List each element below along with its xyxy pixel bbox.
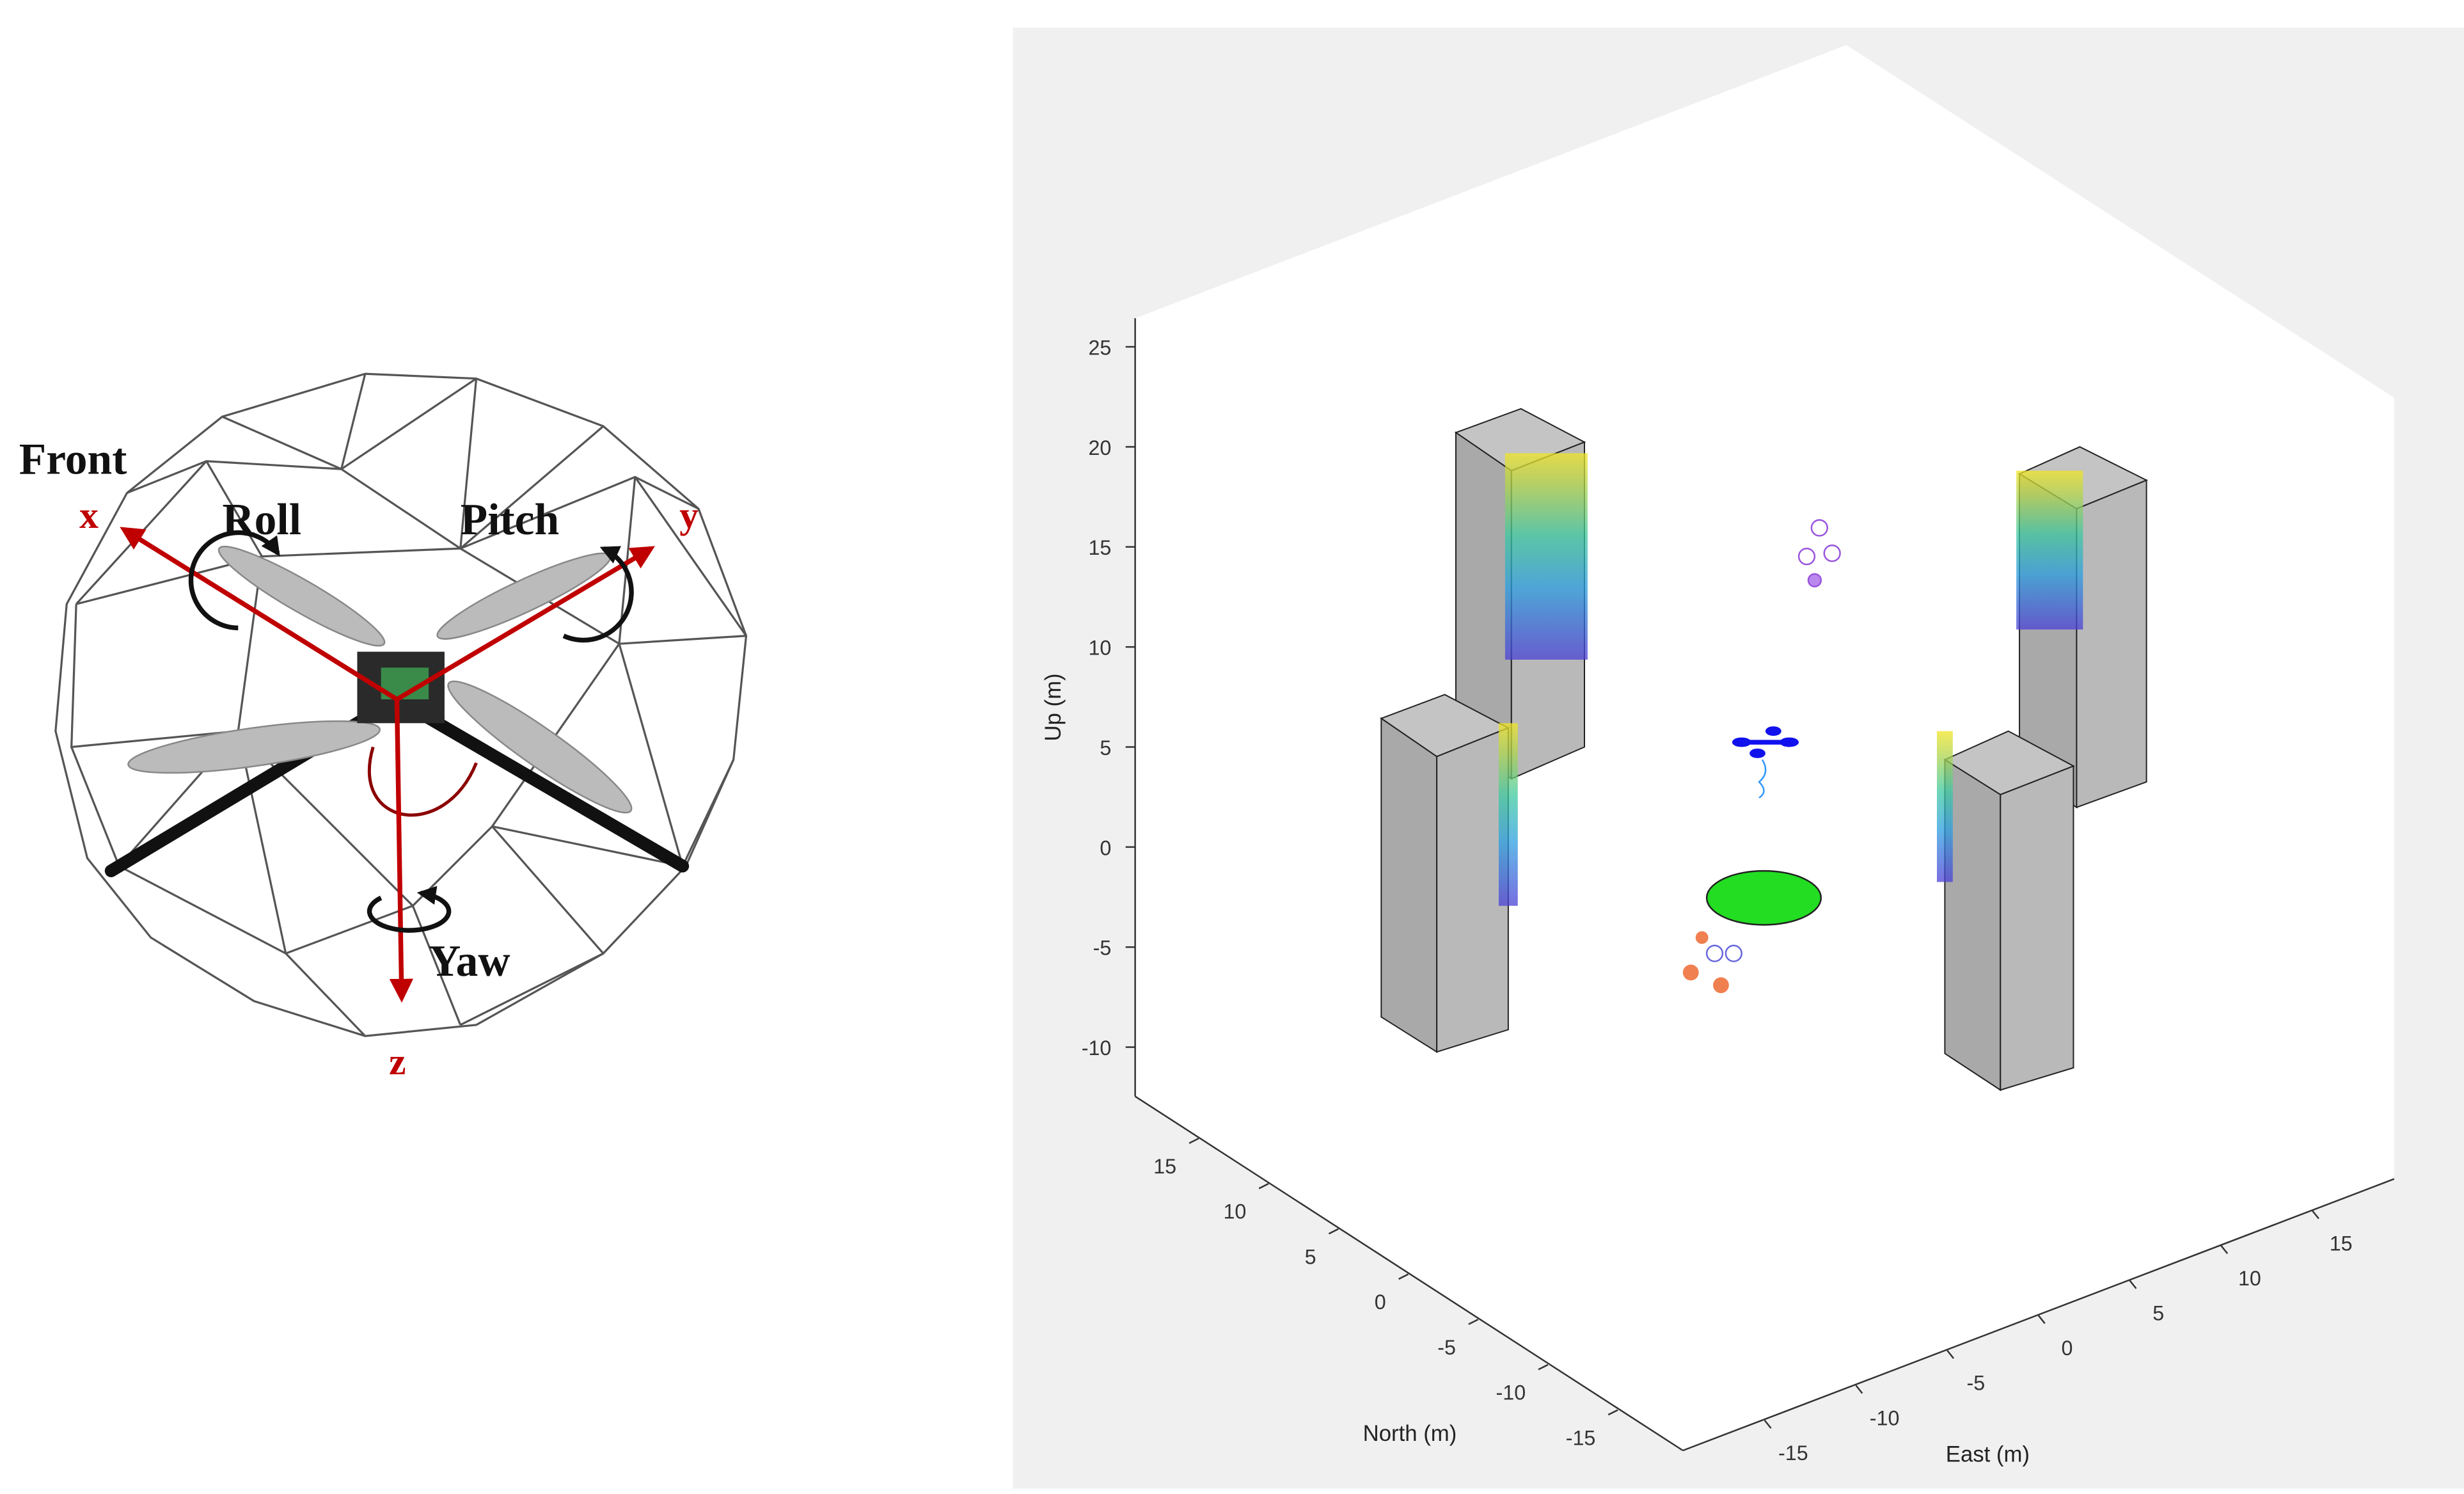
north-tick [1398, 1273, 1409, 1280]
east-tick [1855, 1385, 1863, 1394]
up-tick-label: -10 [1082, 1037, 1112, 1060]
yaw-label: Yaw [429, 937, 510, 986]
drone-blue [1732, 726, 1799, 758]
north-tick [1189, 1138, 1199, 1144]
north-tick-label: 5 [1305, 1245, 1316, 1268]
north-axis-label: North (m) [1363, 1422, 1457, 1446]
up-tick-label: 0 [1100, 836, 1111, 859]
up-tick-label: 5 [1100, 736, 1111, 759]
east-axis-label: East (m) [1946, 1442, 2030, 1466]
east-tick [1764, 1420, 1772, 1429]
east-tick-label: 5 [2152, 1301, 2164, 1324]
east-tick [2037, 1315, 2046, 1324]
drone-purple [1797, 519, 1841, 588]
north-tick [1258, 1182, 1269, 1189]
x-axis-label: x [79, 494, 99, 536]
east-tick-label: -5 [1966, 1372, 1985, 1395]
east-tick [2220, 1245, 2229, 1255]
up-axis-label: Up (m) [1041, 673, 1066, 741]
north-tick-label: -10 [1496, 1381, 1526, 1404]
plot-3d: Up (m) North (m) East (m) 25 20 15 10 5 0 -5 -1… [1013, 28, 2464, 1489]
front-label: Front [19, 435, 127, 484]
up-tick-label: 10 [1088, 637, 1111, 660]
z-axis-label: z [389, 1040, 406, 1083]
y-axis-label: y [679, 494, 699, 536]
east-tick-label: -15 [1778, 1442, 1808, 1465]
up-tick-label: 20 [1088, 436, 1111, 459]
east-tick [1947, 1349, 1955, 1359]
trajectory-coils [1498, 453, 2083, 906]
east-tick-label: -10 [1870, 1406, 1900, 1429]
east-tick-label: 10 [2238, 1267, 2261, 1290]
north-tick-label: 10 [1223, 1200, 1246, 1223]
east-tick [2312, 1210, 2319, 1220]
pitch-label: Pitch [461, 495, 559, 544]
north-tick-label: 15 [1153, 1155, 1176, 1178]
north-tick [1328, 1228, 1339, 1235]
north-tick [1607, 1409, 1618, 1416]
up-tick-label: 15 [1088, 536, 1111, 559]
east-tick [2129, 1280, 2137, 1289]
up-tick-label: 25 [1088, 336, 1111, 359]
blue-trail [1758, 759, 1767, 799]
east-tick-label: 0 [2062, 1337, 2073, 1360]
north-tick [1468, 1319, 1479, 1325]
landing-pad [1705, 870, 1822, 926]
drone-illustration: Front x y z Roll Pitch Yaw [19, 372, 748, 1083]
roll-label: Roll [222, 495, 301, 544]
axes-box [1135, 45, 2394, 1451]
up-tick-label: -5 [1093, 937, 1112, 960]
north-tick [1538, 1363, 1549, 1371]
north-tick-label: -15 [1566, 1426, 1596, 1449]
north-tick-label: -5 [1437, 1336, 1456, 1359]
north-tick-label: 0 [1375, 1291, 1386, 1314]
drone-orange [1682, 931, 1742, 994]
east-tick-label: 15 [2330, 1232, 2353, 1255]
